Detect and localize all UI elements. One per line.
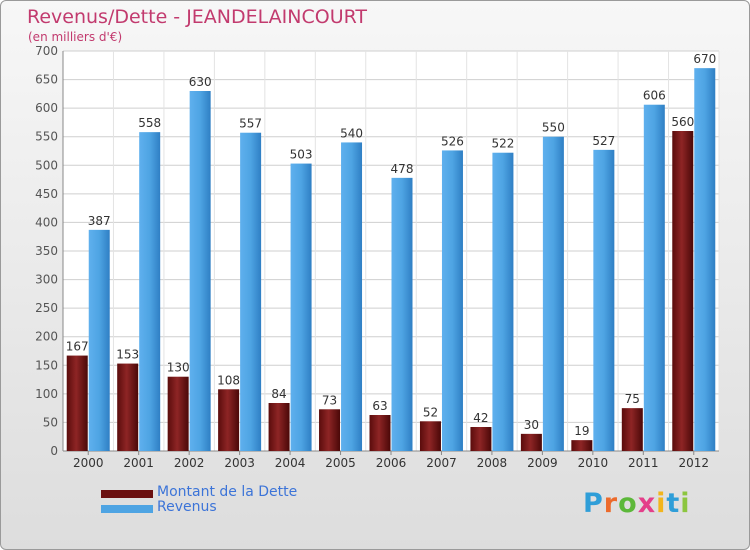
x-tick-label: 2007 (426, 456, 457, 470)
x-tick-label: 2012 (678, 456, 709, 470)
legend-item-revenue: Revenus (101, 499, 361, 517)
logo-letter: o (618, 488, 638, 519)
revenue-value-label: 550 (542, 121, 565, 135)
revenue-value-label: 527 (592, 134, 615, 148)
revenue-value-label: 387 (88, 214, 111, 228)
y-tick-label: 200 (35, 330, 58, 344)
legend: Montant de la Dette Revenus (101, 484, 361, 517)
debt-bar (268, 403, 290, 451)
chart-subtitle: (en milliers d'€) (28, 30, 123, 44)
revenue-value-label: 503 (290, 148, 313, 162)
y-tick-label: 100 (35, 387, 58, 401)
y-tick-label: 600 (35, 101, 58, 115)
y-tick-label: 350 (35, 244, 58, 258)
debt-bar (167, 376, 189, 451)
revenue-bar (542, 136, 564, 451)
debt-value-label: 75 (625, 392, 640, 406)
y-tick-label: 500 (35, 158, 58, 172)
revenue-bar (441, 150, 463, 451)
logo-letter: t (666, 488, 681, 519)
revenue-bar (189, 91, 211, 451)
debt-bar (66, 355, 88, 451)
legend-swatch-revenue (101, 505, 153, 513)
revenue-value-label: 522 (491, 137, 514, 151)
revenue-bar (492, 152, 514, 451)
debt-value-label: 63 (372, 399, 387, 413)
revenue-bar (391, 177, 413, 451)
debt-value-label: 153 (116, 348, 139, 362)
debt-bar (672, 131, 694, 451)
x-tick-label: 2003 (224, 456, 255, 470)
x-tick-label: 2009 (527, 456, 558, 470)
y-tick-label: 650 (35, 73, 58, 87)
x-tick-label: 2006 (376, 456, 407, 470)
debt-bar (621, 408, 643, 451)
revenue-value-label: 478 (391, 162, 414, 176)
revenue-value-label: 540 (340, 126, 363, 140)
x-tick-label: 2001 (123, 456, 154, 470)
debt-bar (470, 427, 492, 451)
revenue-bar (593, 149, 615, 451)
debt-value-label: 42 (473, 411, 488, 425)
x-tick-label: 2010 (578, 456, 609, 470)
x-tick-label: 2000 (73, 456, 104, 470)
logo-letter: i (656, 488, 667, 519)
y-tick-label: 450 (35, 187, 58, 201)
y-tick-label: 50 (43, 415, 58, 429)
debt-bar (571, 440, 593, 451)
legend-label-revenue: Revenus (157, 499, 217, 515)
debt-value-label: 130 (167, 361, 190, 375)
debt-bar (319, 409, 341, 451)
x-tick-label: 2004 (275, 456, 306, 470)
revenue-value-label: 630 (189, 75, 212, 89)
debt-value-label: 167 (66, 340, 89, 354)
revenue-value-label: 558 (138, 116, 161, 130)
y-tick-label: 700 (35, 44, 58, 58)
y-tick-label: 250 (35, 301, 58, 315)
debt-bar (369, 415, 391, 451)
logo-letter: x (637, 488, 657, 519)
debt-value-label: 52 (423, 405, 438, 419)
x-tick-label: 2008 (477, 456, 508, 470)
y-tick-label: 0 (50, 444, 58, 458)
logo-letter: r (603, 488, 619, 519)
logo-letter: P (583, 488, 604, 519)
debt-value-label: 30 (524, 418, 539, 432)
chart-title: Revenus/Dette - JEANDELAINCOURT (27, 6, 368, 28)
revenue-bar (341, 142, 363, 451)
x-tick-label: 2011 (628, 456, 659, 470)
revenue-bar (694, 68, 716, 452)
proxiti-logo: Proxiti (583, 488, 691, 519)
debt-bar (520, 433, 542, 451)
revenue-bar (139, 132, 161, 451)
debt-value-label: 84 (271, 387, 286, 401)
debt-value-label: 108 (217, 373, 240, 387)
x-tick-label: 2005 (325, 456, 356, 470)
debt-value-label: 73 (322, 393, 337, 407)
debt-bar (117, 363, 139, 451)
y-tick-label: 150 (35, 358, 58, 372)
legend-label-debt: Montant de la Dette (157, 484, 298, 500)
debt-bar (218, 389, 240, 451)
revenue-bar (240, 132, 262, 451)
revenue-value-label: 557 (239, 117, 262, 131)
revenue-bar (88, 229, 110, 451)
revenue-value-label: 606 (643, 89, 666, 103)
legend-swatch-debt (101, 490, 153, 498)
revenue-value-label: 526 (441, 134, 464, 148)
x-tick-label: 2002 (174, 456, 205, 470)
logo-letter: i (680, 488, 691, 519)
y-tick-label: 550 (35, 130, 58, 144)
revenue-bar (290, 163, 312, 452)
debt-bar (419, 421, 441, 451)
revenue-bar (643, 104, 665, 451)
debt-value-label: 560 (671, 115, 694, 129)
revenue-value-label: 670 (693, 52, 716, 66)
debt-value-label: 19 (574, 424, 589, 438)
y-tick-label: 300 (35, 273, 58, 287)
y-tick-label: 400 (35, 215, 58, 229)
legend-item-debt: Montant de la Dette (101, 484, 361, 502)
